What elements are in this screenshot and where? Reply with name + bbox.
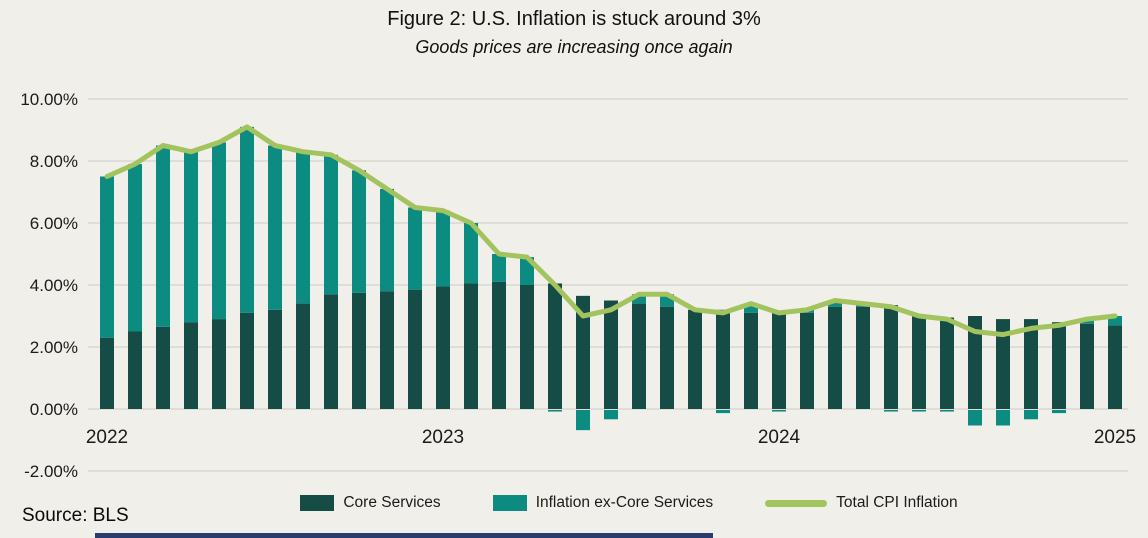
bar-ex-core-services (324, 154, 338, 295)
bar-ex-core-services (156, 145, 170, 327)
bar-core-services (968, 316, 982, 409)
bar-ex-core-services (212, 142, 226, 320)
bar-core-services (380, 291, 394, 409)
bar-core-services (800, 312, 814, 409)
bar-ex-core-services-negative (1024, 410, 1038, 420)
y-tick-label: 8.00% (30, 152, 78, 171)
source-note: Source: BLS (22, 505, 129, 526)
bar-ex-core-services (744, 303, 758, 313)
bar-core-services (240, 312, 254, 409)
bar-ex-core-services-negative (576, 410, 590, 431)
bar-core-services (940, 317, 954, 409)
bar-ex-core-services (436, 210, 450, 287)
bar-core-services (688, 309, 702, 409)
bar-core-services (100, 337, 114, 409)
legend-label: Total CPI Inflation (836, 494, 958, 511)
bar-ex-core-services-negative (996, 410, 1010, 426)
bar-core-services (492, 281, 506, 409)
y-tick-label: 0.00% (30, 400, 78, 419)
legend-label: Core Services (343, 494, 441, 511)
bar-core-services (660, 306, 674, 409)
bar-core-services (576, 295, 590, 409)
bar-core-services (1080, 323, 1094, 409)
legend: Core Services Inflation ex-Core Services… (110, 494, 1148, 512)
x-tick-label: 2023 (422, 427, 464, 448)
chart-title: Figure 2: U.S. Inflation is stuck around… (387, 8, 761, 30)
x-tick-label: 2025 (1094, 427, 1136, 448)
bar-ex-core-services-negative (772, 410, 786, 412)
legend-label: Inflation ex-Core Services (535, 494, 714, 511)
bar-core-services (996, 319, 1010, 409)
ex-core-services-swatch-icon (492, 495, 527, 511)
legend-item-core-services: Core Services (300, 494, 441, 512)
bar-ex-core-services (184, 151, 198, 323)
bar-core-services (520, 285, 534, 409)
legend-item-total-cpi: Total CPI Inflation (765, 494, 958, 512)
bar-core-services (744, 312, 758, 409)
bar-ex-core-services (492, 254, 506, 282)
bar-ex-core-services (464, 223, 478, 284)
total-cpi-line (104, 124, 1118, 338)
bar-core-services (408, 289, 422, 409)
bar-ex-core-services-negative (548, 410, 562, 412)
bar-ex-core-services (352, 170, 366, 293)
bar-ex-core-services-negative (940, 410, 954, 412)
bar-ex-core-services (296, 151, 310, 304)
bar-ex-core-services-negative (968, 410, 982, 426)
bar-core-services (772, 311, 786, 409)
x-tick-label: 2022 (86, 427, 128, 448)
bar-core-services (184, 322, 198, 409)
bar-core-services (324, 294, 338, 409)
bar-core-services (1108, 325, 1122, 409)
bar-core-services (436, 286, 450, 409)
bar-ex-core-services (100, 176, 114, 338)
bar-ex-core-services (828, 300, 842, 307)
total-cpi-line-swatch-icon (765, 499, 828, 507)
bar-ex-core-services-negative (1052, 410, 1066, 414)
bar-ex-core-services (128, 164, 142, 332)
bar-ex-core-services (632, 294, 646, 304)
bar-core-services (1052, 322, 1066, 409)
bar-core-services (128, 331, 142, 409)
bar-ex-core-services-negative (884, 410, 898, 412)
bar-core-services (212, 319, 226, 409)
bar-core-services (828, 306, 842, 409)
bar-ex-core-services (240, 126, 254, 313)
x-tick-label: 2024 (758, 427, 801, 448)
bar-core-services (156, 326, 170, 409)
bar-core-services (1024, 319, 1038, 409)
y-tick-label: 10.00% (20, 90, 78, 109)
bar-ex-core-services-negative (912, 410, 926, 412)
bar-core-services (716, 309, 730, 409)
bar-ex-core-services (408, 207, 422, 290)
bar-core-services (296, 303, 310, 409)
bar-core-services (884, 305, 898, 409)
bar-ex-core-services (380, 188, 394, 292)
bar-core-services (632, 303, 646, 409)
y-tick-label: 6.00% (30, 214, 78, 233)
chart-header: Figure 2: U.S. Inflation is stuck around… (0, 8, 1148, 58)
bar-ex-core-services-negative (716, 410, 730, 414)
bar-core-services (464, 283, 478, 409)
y-tick-label: 2.00% (30, 338, 78, 357)
bar-ex-core-services (1108, 316, 1122, 326)
legend-item-ex-core-services: Inflation ex-Core Services (492, 494, 714, 512)
bar-ex-core-services (268, 145, 282, 310)
bar-core-services (352, 292, 366, 409)
y-tick-label: -2.00% (24, 462, 78, 481)
bar-core-services (912, 314, 926, 409)
bar-ex-core-services-negative (604, 410, 618, 420)
core-services-swatch-icon (300, 495, 335, 511)
bar-core-services (856, 306, 870, 409)
bar-core-services (604, 300, 618, 409)
chart-subtitle: Goods prices are increasing once again (415, 37, 733, 57)
y-tick-label: 4.00% (30, 276, 78, 295)
bar-core-services (268, 309, 282, 409)
bar-core-services (548, 283, 562, 409)
bottom-accent-bar (95, 533, 713, 538)
